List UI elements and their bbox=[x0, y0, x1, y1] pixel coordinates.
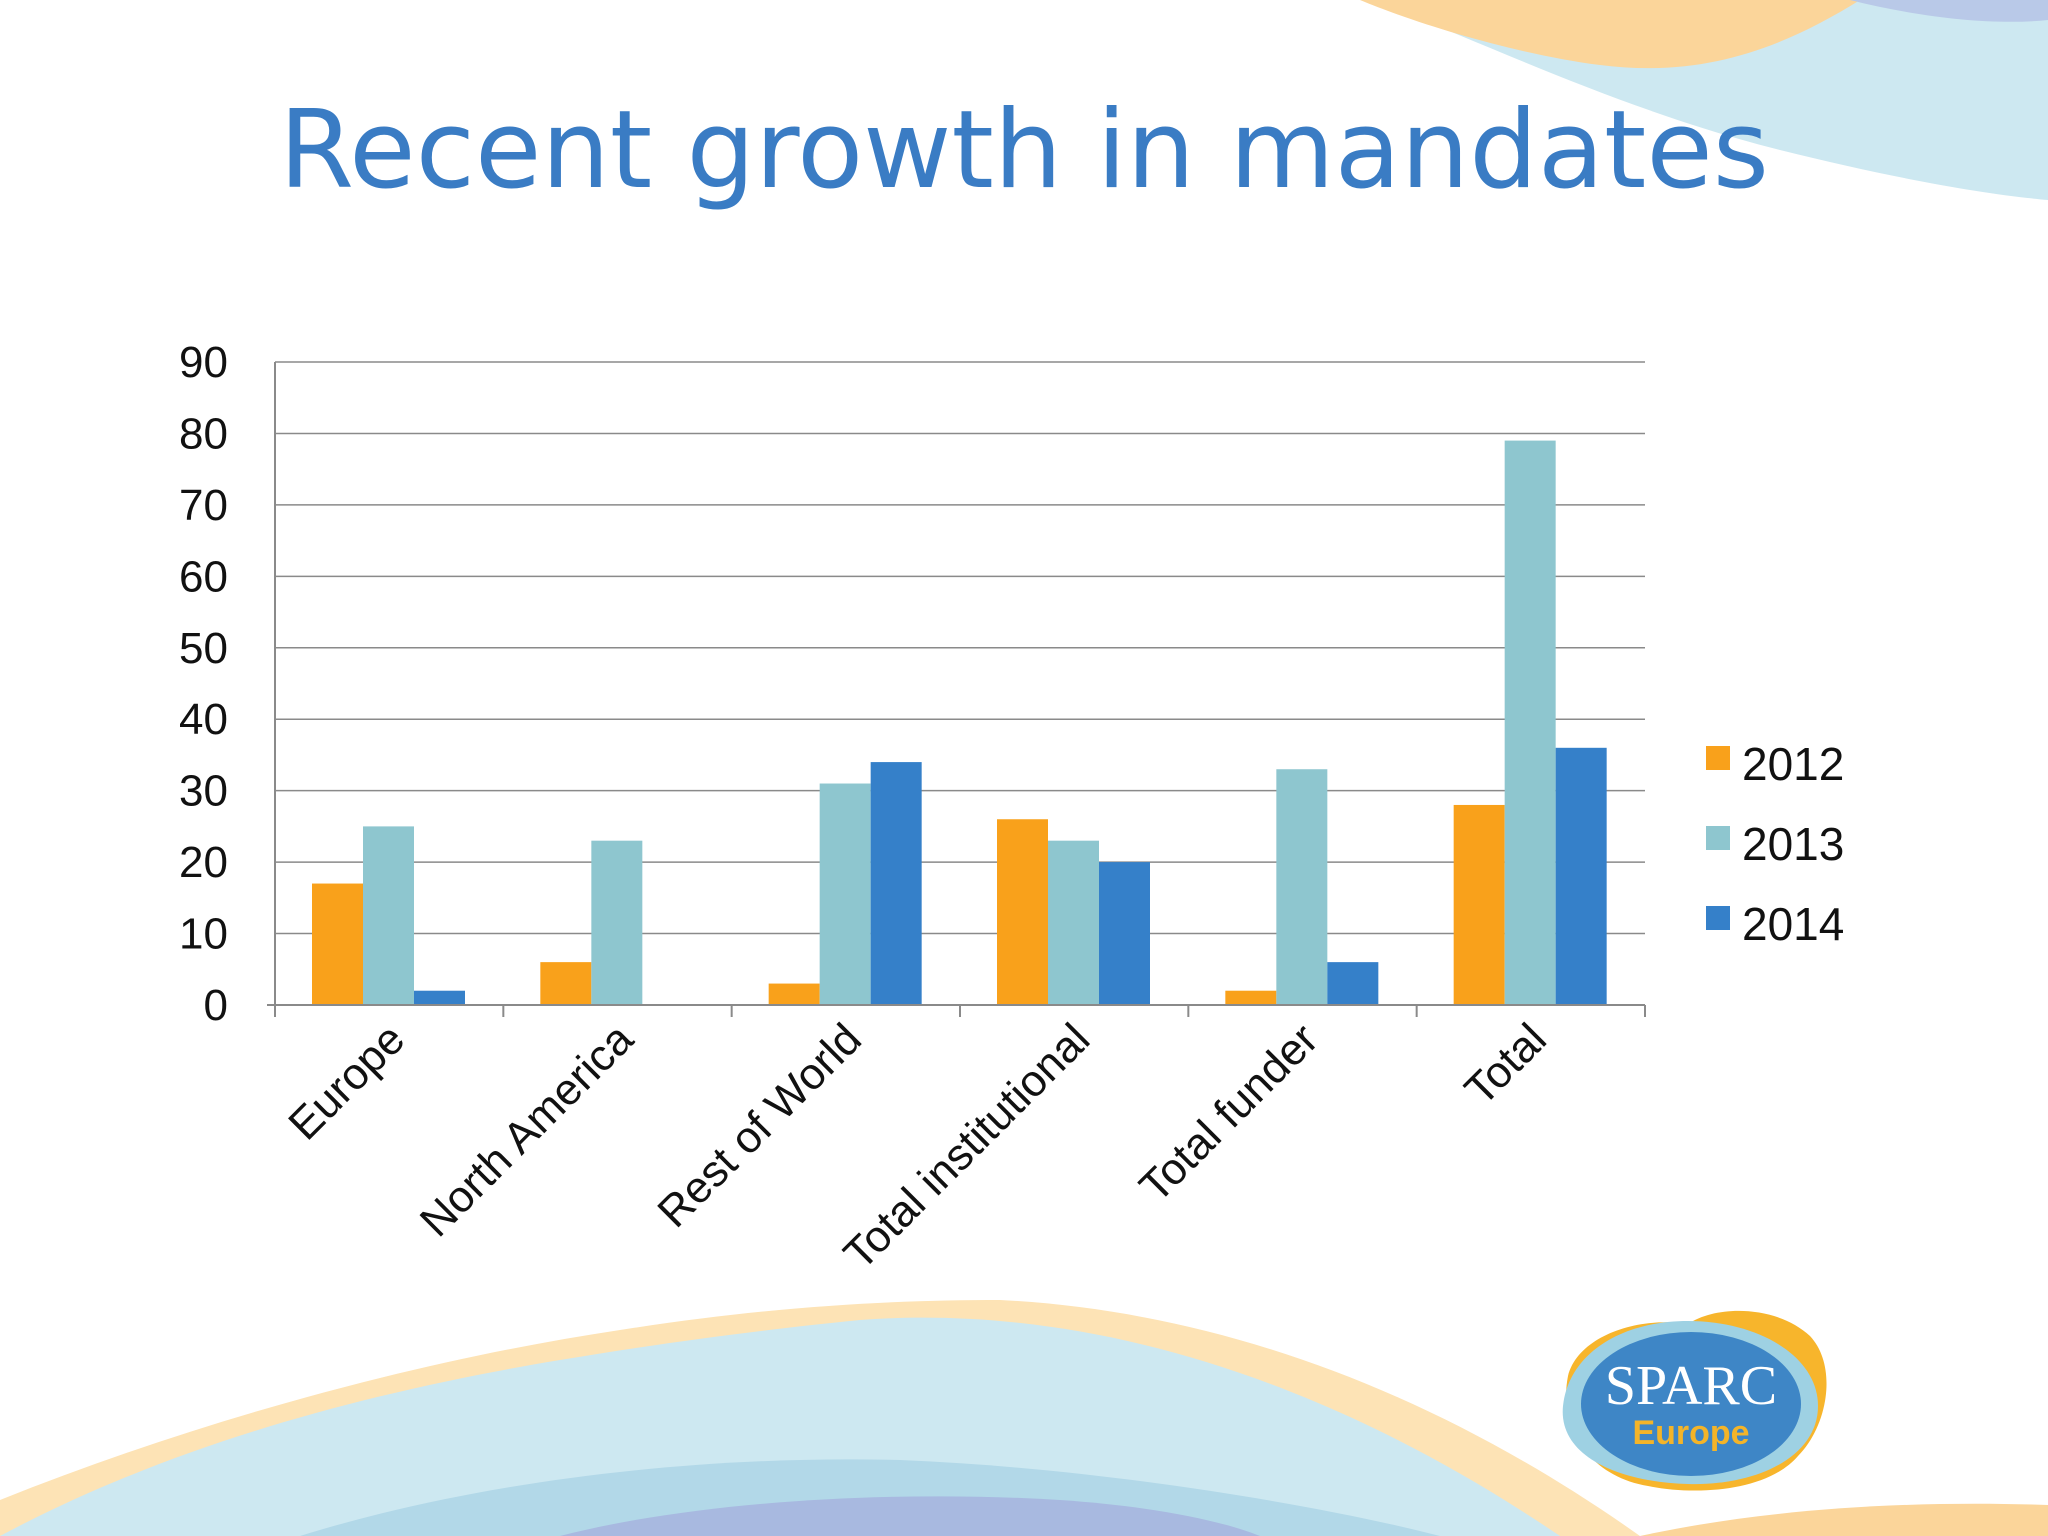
y-tick-label: 0 bbox=[204, 981, 228, 1030]
legend-label-2014: 2014 bbox=[1742, 898, 1844, 950]
y-tick-label: 70 bbox=[179, 481, 228, 530]
x-category-label: Total funder bbox=[1130, 1014, 1327, 1211]
legend: 2012 2013 2014 bbox=[1706, 738, 1844, 950]
bar-2013-4 bbox=[1276, 769, 1328, 1005]
x-category-label: North America bbox=[411, 1014, 643, 1246]
y-tick-label: 30 bbox=[179, 767, 228, 816]
sparc-europe-logo: SPARC Europe bbox=[1548, 1296, 1834, 1496]
logo-text: SPARC bbox=[1604, 1355, 1778, 1417]
legend-label-2012: 2012 bbox=[1742, 738, 1844, 790]
x-category-label: Total bbox=[1456, 1014, 1556, 1114]
logo-subtext: Europe bbox=[1632, 1414, 1750, 1452]
y-tick-label: 80 bbox=[179, 409, 228, 458]
y-tick-label: 60 bbox=[179, 552, 228, 601]
bar-2012-5 bbox=[1453, 804, 1505, 1005]
legend-swatch-2012 bbox=[1706, 746, 1730, 770]
bar-2013-2 bbox=[819, 783, 871, 1005]
bar-2014-0 bbox=[414, 990, 465, 1005]
bar-2013-3 bbox=[1048, 840, 1099, 1005]
bar-2012-4 bbox=[1225, 990, 1277, 1005]
bar-2012-0 bbox=[312, 883, 363, 1005]
bar-2014-4 bbox=[1327, 962, 1379, 1005]
bar-2012-1 bbox=[540, 962, 592, 1005]
y-tick-label: 40 bbox=[179, 695, 228, 744]
bar-2012-2 bbox=[768, 983, 820, 1005]
x-category-label: Rest of World bbox=[648, 1014, 871, 1237]
y-tick-label: 90 bbox=[179, 338, 228, 387]
logo-graphic bbox=[1562, 1310, 1827, 1491]
legend-label-2013: 2013 bbox=[1742, 818, 1844, 870]
x-category-label: Total institutional bbox=[835, 1014, 1100, 1279]
slide-title: Recent growth in mandates bbox=[278, 88, 1770, 213]
bar-2014-2 bbox=[870, 762, 922, 1005]
axes bbox=[267, 362, 1646, 1017]
legend-swatch-2014 bbox=[1706, 906, 1730, 930]
gridlines bbox=[275, 361, 1645, 935]
bar-2012-3 bbox=[997, 819, 1048, 1005]
y-tick-labels: 0 10 20 30 40 50 60 70 80 90 bbox=[179, 338, 228, 1030]
bar-2013-5 bbox=[1504, 440, 1556, 1006]
bars bbox=[312, 440, 1607, 1006]
bar-2013-1 bbox=[591, 840, 643, 1005]
bar-2014-5 bbox=[1555, 747, 1607, 1005]
bar-2013-0 bbox=[363, 826, 414, 1005]
y-tick-label: 20 bbox=[179, 838, 228, 887]
y-tick-label: 10 bbox=[179, 910, 228, 959]
bar-2014-3 bbox=[1099, 862, 1150, 1005]
x-category-label: Europe bbox=[279, 1014, 414, 1149]
legend-swatch-2013 bbox=[1706, 826, 1730, 850]
y-tick-label: 50 bbox=[179, 624, 228, 673]
